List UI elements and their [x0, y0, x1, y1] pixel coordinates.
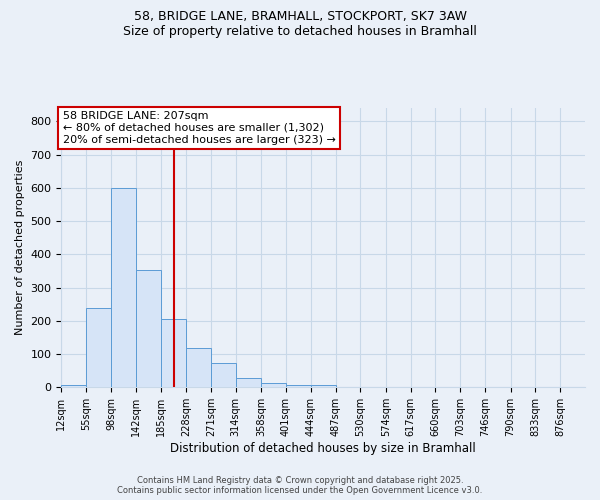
- Y-axis label: Number of detached properties: Number of detached properties: [15, 160, 25, 336]
- Bar: [86, 308, 111, 388]
- Bar: [161, 318, 186, 388]
- Bar: [211, 364, 236, 388]
- Text: 58 BRIDGE LANE: 207sqm
← 80% of detached houses are smaller (1,302)
20% of semi-: 58 BRIDGE LANE: 207sqm ← 80% of detached…: [62, 112, 335, 144]
- Bar: [261, 384, 286, 388]
- Bar: [111, 188, 136, 388]
- Bar: [311, 384, 335, 388]
- Bar: [61, 384, 86, 388]
- Bar: [286, 384, 311, 388]
- Bar: [186, 348, 211, 388]
- Bar: [236, 378, 260, 388]
- X-axis label: Distribution of detached houses by size in Bramhall: Distribution of detached houses by size …: [170, 442, 476, 455]
- Text: 58, BRIDGE LANE, BRAMHALL, STOCKPORT, SK7 3AW
Size of property relative to detac: 58, BRIDGE LANE, BRAMHALL, STOCKPORT, SK…: [123, 10, 477, 38]
- Bar: [136, 270, 161, 388]
- Text: Contains HM Land Registry data © Crown copyright and database right 2025.
Contai: Contains HM Land Registry data © Crown c…: [118, 476, 482, 495]
